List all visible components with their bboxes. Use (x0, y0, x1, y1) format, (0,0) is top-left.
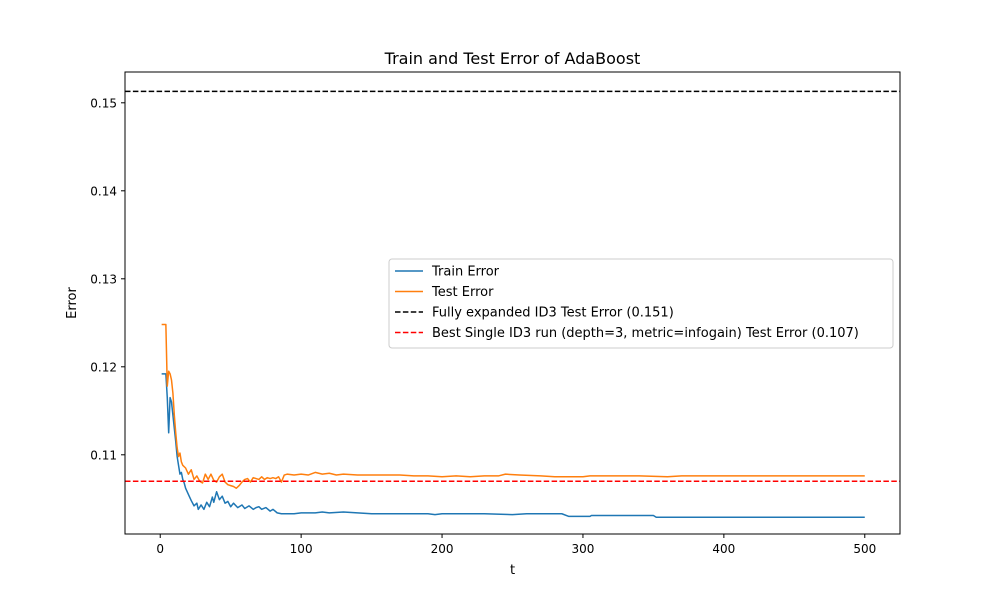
x-tick-label: 100 (290, 542, 313, 556)
legend-label: Train Error (431, 265, 500, 280)
legend-label: Fully expanded ID3 Test Error (0.151) (432, 306, 674, 321)
y-tick-label: 0.11 (90, 448, 117, 462)
y-tick-label: 0.12 (90, 360, 117, 374)
chart-title: Train and Test Error of AdaBoost (384, 49, 641, 68)
x-tick-label: 400 (712, 542, 735, 556)
x-tick-label: 0 (156, 542, 164, 556)
y-tick-label: 0.15 (90, 96, 117, 110)
x-tick-label: 300 (572, 542, 595, 556)
x-axis-label: t (510, 563, 515, 578)
axes-frame (124, 71, 901, 535)
plot-area (125, 90, 900, 519)
y-tick-label: 0.14 (90, 184, 117, 198)
x-axis: 0 100 200 300 400 500 (156, 534, 876, 556)
legend-label: Test Error (431, 285, 494, 300)
y-tick-label: 0.13 (90, 272, 117, 286)
y-axis-label: Error (65, 287, 80, 319)
legend-label: Best Single ID3 run (depth=3, metric=inf… (432, 326, 859, 341)
series-line-test-error (161, 323, 865, 489)
series-line-train-error (161, 373, 865, 519)
x-tick-label: 200 (431, 542, 454, 556)
legend: Train Error Test Error Fully expanded ID3 … (388, 258, 894, 349)
x-tick-label: 500 (853, 542, 876, 556)
legend-box (388, 258, 894, 349)
y-axis: 0.11 0.12 0.13 0.14 0.15 (90, 96, 125, 462)
